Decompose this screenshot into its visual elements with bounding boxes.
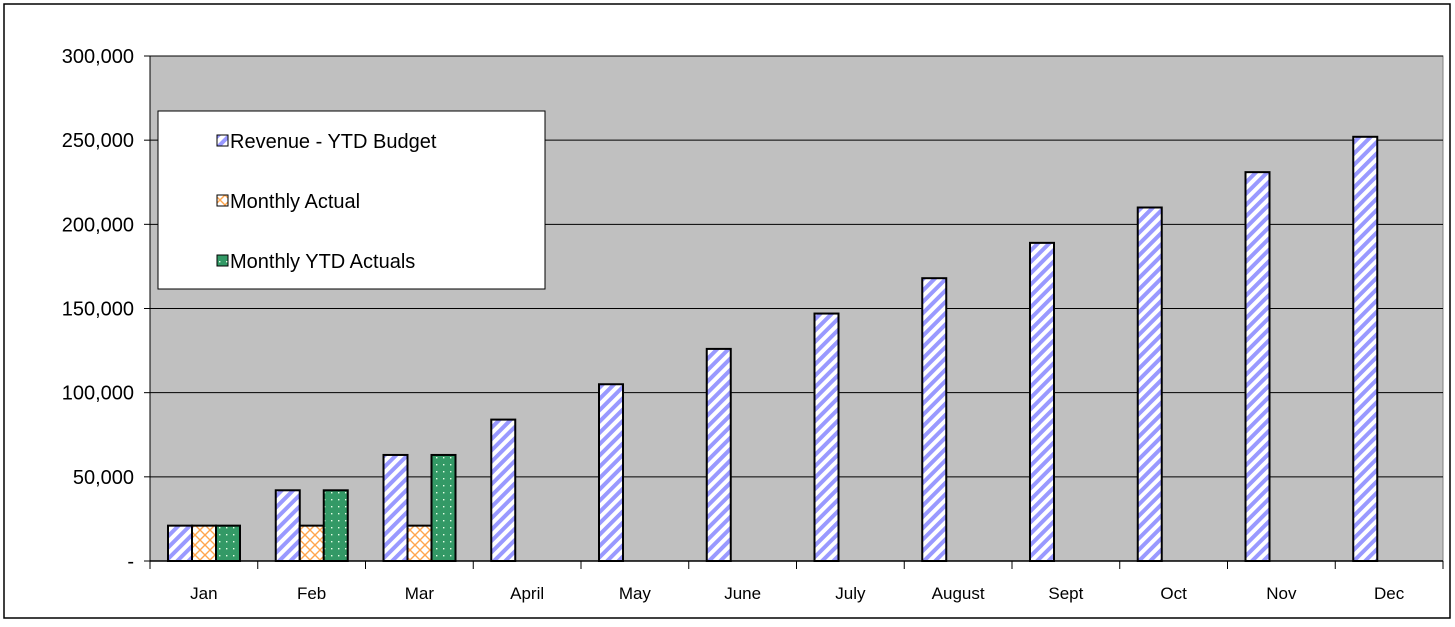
bar-ytd-budget [1029,241,1055,562]
x-tick-label: Dec [1374,584,1405,603]
legend-label-ytd-budget: Revenue - YTD Budget [230,131,437,153]
y-tick-label: 100,000 [62,383,134,405]
x-axis-labels: Jan Feb Mar April May June July August Sept Oct No… [190,584,1405,603]
y-tick-label: - [127,551,134,573]
x-tick-label: Nov [1266,584,1297,603]
x-tick-label: April [510,584,544,603]
bar-ytd-budget [1136,206,1163,562]
x-tick-label: Sept [1048,584,1083,603]
bar-ytd-budget [705,347,732,562]
bars [167,135,1379,563]
y-tick-label: 300,000 [62,46,134,68]
y-tick-label: 150,000 [62,299,134,321]
x-tick-label: May [619,584,652,603]
bar-ytd-budget [1244,171,1271,562]
bar-ytd-budget [274,489,301,562]
x-tick-label: August [932,584,985,603]
bar-ytd-budget [167,524,193,563]
y-tick-label: 50,000 [73,467,134,489]
bar-ytd-budget [598,383,624,562]
bar-ytd-budget [1352,135,1379,563]
legend-label-monthly-actual: Monthly Actual [230,191,360,213]
x-tick-label: June [724,584,761,603]
legend-swatch-ytd-budget [216,134,229,147]
bar-ytd-budget [490,418,517,562]
legend-label-monthly-ytd-actuals: Monthly YTD Actuals [230,251,415,273]
x-tick-label: Oct [1160,584,1187,603]
legend: Revenue - YTD Budget Monthly Actual Mont… [157,110,546,290]
bar-monthly-ytd-actuals [322,489,349,562]
x-tick-label: July [835,584,866,603]
x-tick-label: Mar [405,584,435,603]
bar-monthly-ytd-actuals [215,524,241,563]
bar-ytd-budget [813,312,840,562]
x-tick-label: Jan [190,584,217,603]
bar-ytd-budget [382,453,409,563]
x-axis [149,560,1444,569]
bar-monthly-actual [191,524,217,563]
bar-monthly-ytd-actuals [430,453,457,563]
x-tick-label: Feb [297,584,326,603]
bar-monthly-actual [298,524,325,563]
legend-swatch-monthly-ytd-actuals [216,254,229,267]
bar-monthly-actual [406,524,433,563]
legend-swatch-monthly-actual [216,194,229,207]
y-axis-ticks: - 50,000 100,000 150,000 200,000 250,000 300,0… [62,46,151,573]
y-tick-label: 200,000 [62,214,134,236]
bar-ytd-budget [921,277,948,562]
y-tick-label: 250,000 [62,130,134,152]
